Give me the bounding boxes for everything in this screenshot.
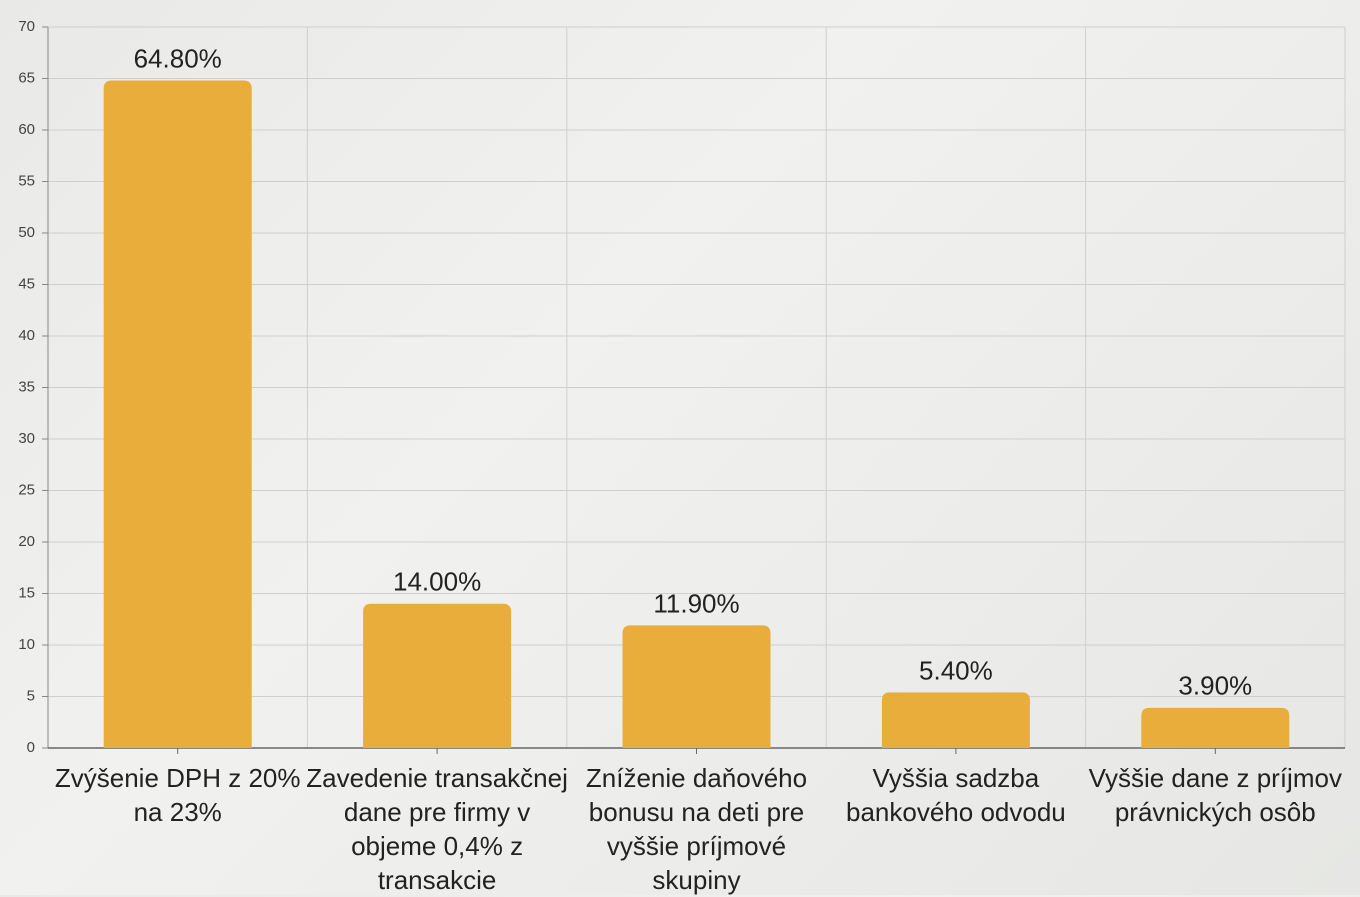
bar (103, 80, 252, 748)
bar (622, 625, 771, 748)
x-tick-label: Vyššie dane z príjmov právnických osôb (1088, 763, 1342, 827)
y-tick-label: 65 (18, 69, 35, 86)
y-tick-label: 40 (18, 327, 35, 344)
y-tick-label: 45 (18, 275, 35, 292)
x-tick-label: Zavedenie transakčnej dane pre firmy v o… (306, 763, 568, 895)
y-tick-label: 15 (18, 584, 35, 601)
y-tick-label: 35 (18, 378, 35, 395)
y-tick-label: 0 (27, 739, 35, 756)
value-label: 5.40% (919, 655, 993, 685)
bar (1141, 707, 1290, 748)
value-label: 3.90% (1178, 671, 1252, 701)
value-label: 14.00% (393, 567, 481, 597)
x-tick-label: Zníženie daňového bonusu na deti pre vyš… (585, 763, 808, 895)
bar (881, 692, 1030, 748)
y-tick-label: 55 (18, 172, 35, 189)
y-tick-label: 70 (18, 18, 35, 35)
x-tick-label: Vyššia sadzba bankového odvodu (846, 763, 1066, 827)
y-tick-label: 60 (18, 121, 35, 138)
y-tick-label: 50 (18, 224, 35, 241)
y-tick-label: 5 (27, 687, 35, 704)
y-tick-label: 10 (18, 636, 35, 653)
y-tick-label: 20 (18, 533, 35, 550)
value-label: 11.90% (653, 588, 739, 618)
y-tick-label: 25 (18, 481, 35, 498)
value-label: 64.80% (134, 43, 222, 73)
x-tick-label: Zvýšenie DPH z 20% na 23% (54, 763, 301, 827)
y-tick-label: 30 (18, 430, 35, 447)
bar (363, 603, 512, 748)
